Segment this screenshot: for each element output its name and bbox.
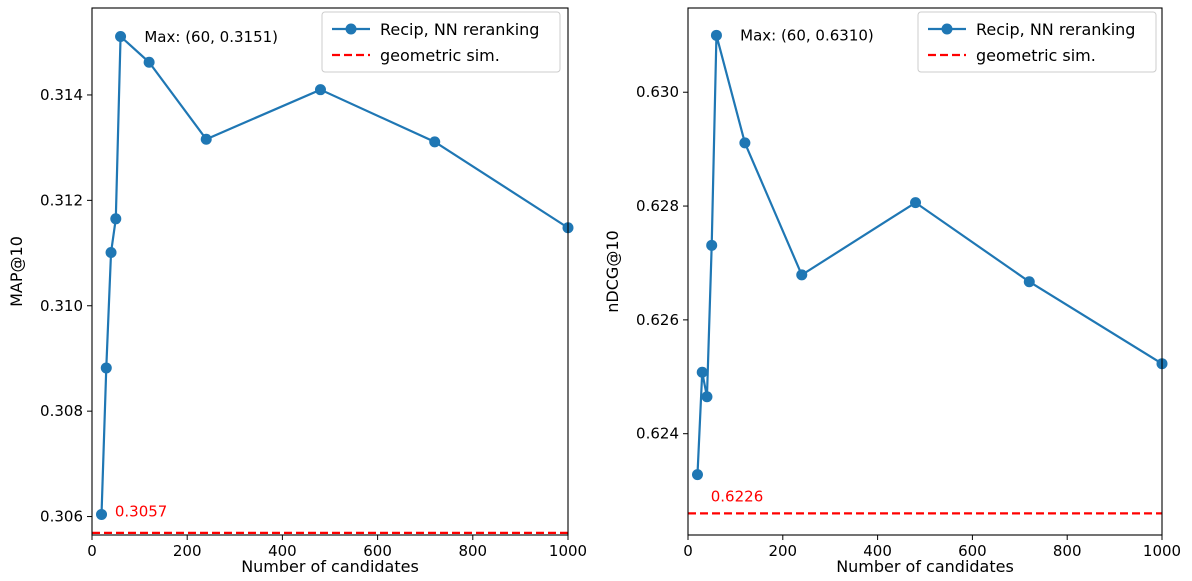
x-axis-label: Number of candidates [836, 557, 1014, 576]
x-tick-label: 200 [768, 542, 797, 560]
data-point [143, 56, 155, 68]
max-annotation: Max: (60, 0.3151) [144, 28, 278, 46]
x-tick-label: 1000 [549, 542, 587, 560]
legend-label: Recip, NN reranking [976, 20, 1135, 39]
x-tick-label: 600 [958, 542, 987, 560]
series-line [100, 34, 569, 515]
y-tick-label: 0.624 [636, 425, 679, 443]
x-tick-label: 200 [173, 542, 202, 560]
ndcg-panel: Max: (60, 0.6310) 0.6226 0 200 400 600 800 1000… [603, 7, 1181, 576]
data-point [105, 247, 117, 259]
axes-frame [687, 7, 1163, 536]
legend-label: geometric sim. [380, 46, 500, 65]
x-tick-label: 1000 [1143, 542, 1181, 560]
map-panel: Max: (60, 0.3151) 0.3057 0 200 400 600 800 1000… [7, 7, 587, 576]
legend-swatch-marker [941, 23, 953, 35]
y-tick-label: 0.308 [40, 402, 83, 420]
y-axis-label: nDCG@10 [603, 230, 622, 312]
x-tick-label: 400 [863, 542, 892, 560]
data-point [691, 469, 703, 481]
data-point [429, 136, 441, 148]
legend-label: geometric sim. [976, 46, 1096, 65]
data-point [115, 30, 127, 42]
y-tick-label: 0.306 [40, 508, 83, 526]
x-tick-label: 0 [683, 542, 693, 560]
x-tick-label: 0 [87, 542, 97, 560]
legend-swatch-marker [345, 23, 357, 35]
data-point [706, 239, 718, 251]
max-annotation: Max: (60, 0.6310) [740, 26, 874, 44]
data-point [314, 84, 326, 96]
data-point [696, 366, 708, 378]
legend-box [321, 11, 561, 73]
series-line [696, 35, 1163, 475]
baseline-value-label: 0.6226 [711, 487, 764, 505]
data-point [739, 137, 751, 149]
y-tick-label: 0.312 [40, 191, 83, 209]
data-point [796, 269, 808, 281]
legend-label: Recip, NN reranking [380, 20, 539, 39]
legend-box [917, 11, 1157, 73]
data-point [200, 133, 212, 145]
x-tick-label: 600 [363, 542, 392, 560]
axes-frame [91, 7, 569, 536]
x-tick-label: 800 [458, 542, 487, 560]
data-point [1023, 276, 1035, 288]
data-point [110, 213, 122, 225]
y-tick-label: 0.630 [636, 83, 679, 101]
data-point [701, 391, 713, 403]
y-tick-label: 0.314 [40, 86, 83, 104]
data-point [910, 197, 922, 209]
y-axis-label: MAP@10 [7, 236, 26, 307]
x-axis-label: Number of candidates [241, 557, 419, 576]
x-tick-label: 800 [1053, 542, 1082, 560]
baseline-value-label: 0.3057 [115, 502, 168, 520]
y-tick-label: 0.628 [636, 197, 679, 215]
y-tick-label: 0.310 [40, 297, 83, 315]
data-point [96, 508, 108, 520]
data-point [710, 29, 722, 41]
y-tick-label: 0.626 [636, 311, 679, 329]
data-point [100, 362, 112, 374]
x-tick-label: 400 [268, 542, 297, 560]
